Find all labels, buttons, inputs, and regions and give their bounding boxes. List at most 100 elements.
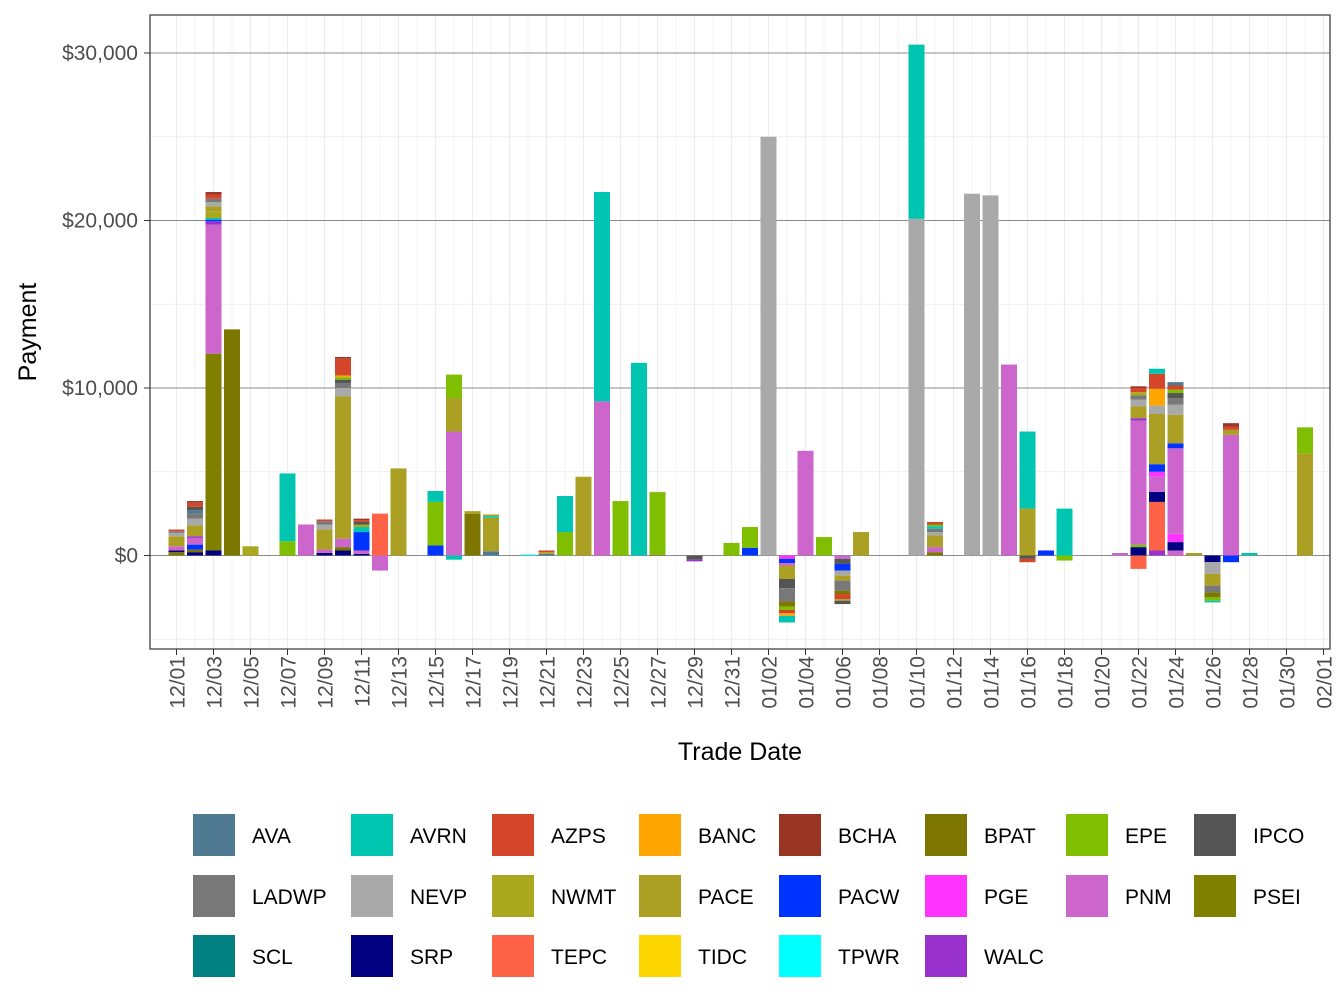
bar-segment-pnm <box>1149 476 1165 492</box>
legend-label-nwmt: NWMT <box>551 886 616 909</box>
bar-segment-pace <box>168 536 185 547</box>
bar-segment-pace <box>575 476 592 556</box>
bar-segment-pnm <box>594 401 610 556</box>
bar-segment-pacw <box>1149 464 1165 472</box>
legend: AVA AVRN AZPS BANC BCHA BPAT EPE IPCO LADWP NEVP N… <box>193 814 1304 977</box>
bar-segment-walc <box>1130 418 1147 421</box>
bar-segment-azps <box>187 502 203 507</box>
bar-segment-ava <box>1167 382 1184 386</box>
bar-segment-nwmt <box>205 211 222 218</box>
bar-segment-ava <box>187 510 203 514</box>
legend-swatch-ladwp <box>193 875 235 917</box>
bar-segment-pnm <box>168 546 185 551</box>
x-tick-label: 12/15 <box>426 656 449 709</box>
x-tick-label: 01/08 <box>870 656 893 709</box>
bar-segment-ladwp <box>205 198 222 203</box>
legend-swatch-ava <box>193 814 235 856</box>
bar-segment-epe <box>742 527 758 548</box>
bar-segment-epe <box>723 542 740 556</box>
bar-segment-pacw <box>834 563 851 571</box>
bar-segment-walc <box>205 221 222 225</box>
bar-segment-pnm <box>353 550 370 554</box>
bar-segment-nevp <box>964 193 980 556</box>
bar-segment-bpat <box>1204 592 1221 598</box>
bar-segment-azps <box>538 550 555 553</box>
legend-label-ava: AVA <box>252 825 291 848</box>
x-tick-label: 12/23 <box>574 656 597 709</box>
legend-swatch-bpat <box>925 814 967 856</box>
bar-segment-srp <box>205 550 222 556</box>
bar-segment-pnm <box>1167 448 1184 534</box>
bar-segment-epe <box>335 377 351 380</box>
legend-label-bpat: BPAT <box>984 825 1036 848</box>
bar-segment-azps <box>779 609 795 614</box>
legend-swatch-nwmt <box>492 875 534 917</box>
bar-segment-pace <box>779 565 795 579</box>
bar-segment-avrn <box>631 362 647 556</box>
y-tick-label: $30,000 <box>62 42 138 65</box>
bar-segment-azps <box>927 522 943 525</box>
bar-segment-epe <box>816 537 832 556</box>
legend-label-pnm: PNM <box>1125 886 1172 909</box>
bar-segment-walc <box>187 536 203 538</box>
bar-segment-bcha <box>1130 386 1147 388</box>
y-tick-label: $0 <box>115 545 138 568</box>
bar-segment-banc <box>779 613 795 616</box>
x-tick-label: 01/02 <box>759 656 782 709</box>
bar-segment-epe <box>612 501 629 556</box>
bar-segment-pnm <box>335 538 351 548</box>
legend-label-pace: PACE <box>698 886 754 909</box>
bar-segment-pace <box>316 529 333 550</box>
legend-swatch-banc <box>639 814 681 856</box>
bar-segment-ladwp <box>927 528 943 533</box>
bar-segment-bcha <box>187 501 203 503</box>
bar-segment-ipco <box>779 578 795 589</box>
legend-swatch-tepc <box>492 935 534 977</box>
bar-segment-tepc <box>1130 555 1147 569</box>
bar-segment-pace <box>538 552 555 554</box>
bar-segment-pnm <box>797 450 814 556</box>
bar-segment-epe <box>927 524 943 527</box>
x-tick-label: 12/31 <box>722 656 745 709</box>
bar-segment-epe <box>279 541 296 556</box>
bar-segment-epe <box>557 532 573 556</box>
bar-segment-pace <box>187 525 203 537</box>
bar-segment-ipco <box>187 506 203 511</box>
bar-segment-nevp <box>1204 562 1221 574</box>
legend-label-epe: EPE <box>1125 825 1167 848</box>
bar-segment-pnm <box>1001 364 1017 556</box>
x-tick-label: 01/18 <box>1055 656 1078 709</box>
bar-segment-pace <box>1204 573 1221 586</box>
bar-segment-bpat <box>168 552 185 556</box>
bar-segment-ipco <box>353 522 370 525</box>
bar-segment-avrn <box>279 473 296 542</box>
bar-segment-avrn <box>483 516 499 518</box>
bar-segment-srp <box>335 550 351 556</box>
bar-segment-pnm <box>834 555 851 559</box>
legend-swatch-pnm <box>1066 875 1108 917</box>
bar-segment-pacw <box>353 532 370 551</box>
bar-segment-walc <box>686 559 703 562</box>
x-tick-label: 12/03 <box>204 656 227 709</box>
bar-segment-ladwp <box>335 382 351 388</box>
bar-segment-pnm <box>1167 550 1184 556</box>
bar-segment-nwmt <box>464 511 481 514</box>
bar-segment-bcha <box>205 192 222 195</box>
x-tick-label: 01/24 <box>1166 656 1189 709</box>
x-tick-label: 01/06 <box>833 656 856 709</box>
bar-segment-nevp <box>168 532 185 537</box>
bar-segment-srp <box>1204 555 1221 563</box>
bar-segment-pge <box>779 555 795 559</box>
bar-segment-ipco <box>834 558 851 564</box>
bar-segment-pace <box>335 396 351 539</box>
bar-segment-pace <box>1297 453 1313 556</box>
x-tick-label: 01/12 <box>944 656 967 709</box>
bar-segment-epe <box>1130 544 1147 548</box>
bar-segment-ipco <box>335 379 351 383</box>
legend-swatch-epe <box>1066 814 1108 856</box>
bar-segment-srp <box>353 553 370 556</box>
bar-segment-pace <box>390 468 407 556</box>
legend-label-ladwp: LADWP <box>252 886 327 909</box>
bar-segment-azps <box>205 194 222 199</box>
x-tick-label: 01/16 <box>1018 656 1041 709</box>
